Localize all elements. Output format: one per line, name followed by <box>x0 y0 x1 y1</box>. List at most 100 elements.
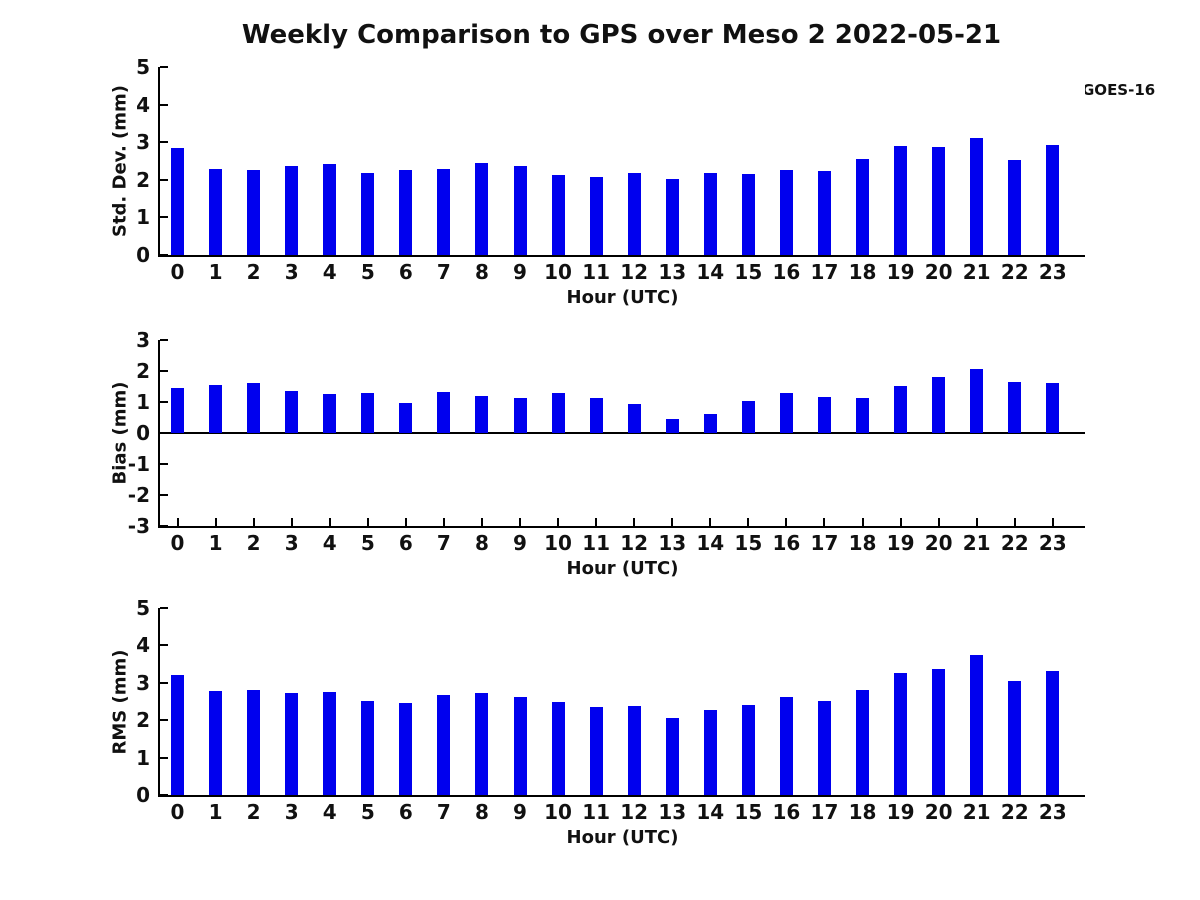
y-tick-label: 0 <box>136 783 150 807</box>
x-tick-mark <box>290 518 293 526</box>
bias-bar-hour-11 <box>589 398 603 433</box>
rms-bar-hour-2 <box>247 690 261 795</box>
y-tick-mark <box>160 463 168 465</box>
x-tick-label-hour-10: 10 <box>544 800 572 824</box>
x-tick-label-hour-21: 21 <box>962 531 991 555</box>
x-tick-mark <box>252 518 255 526</box>
x-tick-mark <box>519 518 521 526</box>
x-tick-label-hour-23: 23 <box>1038 260 1067 284</box>
x-tick-mark <box>214 518 217 526</box>
bias-bar-hour-8 <box>475 396 489 433</box>
rms-x-axis-label: Hour (UTC) <box>566 827 679 848</box>
x-tick-label-hour-16: 16 <box>772 531 801 555</box>
bias-bar-hour-12 <box>627 403 641 433</box>
x-tick-label-hour-20: 20 <box>924 260 953 284</box>
x-tick-label-hour-4: 4 <box>322 531 337 555</box>
std-dev-bar-hour-16 <box>779 170 793 255</box>
x-tick-label-hour-7: 7 <box>436 800 451 824</box>
x-tick-mark <box>823 518 826 526</box>
std-dev-bar-hour-2 <box>247 169 261 255</box>
rms-bar-hour-1 <box>209 691 223 795</box>
rms-bar-hour-6 <box>399 703 413 795</box>
std-dev-bar-hour-21 <box>970 138 984 255</box>
bias-bar-hour-6 <box>399 402 413 433</box>
x-tick-label-hour-2: 2 <box>246 260 261 284</box>
x-tick-label-hour-12: 12 <box>620 800 649 824</box>
x-tick-label-hour-9: 9 <box>513 531 527 555</box>
bias-bar-hour-3 <box>285 390 299 433</box>
rms-bar-hour-9 <box>513 697 527 795</box>
x-tick-label-hour-17: 17 <box>810 531 839 555</box>
x-tick-label-hour-6: 6 <box>398 531 413 555</box>
y-tick-mark <box>160 339 168 341</box>
x-tick-label-hour-17: 17 <box>810 260 839 284</box>
x-tick-label-hour-1: 1 <box>208 800 223 824</box>
std-dev-bar-hour-10 <box>551 175 565 255</box>
rms-bar-hour-23 <box>1046 670 1060 795</box>
y-tick-label: 1 <box>136 390 150 414</box>
rms-bar-hour-3 <box>285 693 299 795</box>
y-tick-mark <box>160 756 168 759</box>
y-tick-mark <box>160 178 168 181</box>
x-tick-mark <box>328 518 331 526</box>
bias-bar-hour-7 <box>437 391 451 433</box>
x-tick-label-hour-22: 22 <box>1000 531 1029 555</box>
y-tick-mark <box>160 66 168 68</box>
std-dev-bar-hour-5 <box>361 173 375 255</box>
x-tick-label-hour-10: 10 <box>544 531 572 555</box>
y-tick-mark <box>160 644 168 647</box>
y-tick-label: 4 <box>136 92 150 117</box>
bias-bar-hour-14 <box>703 413 717 433</box>
x-tick-mark <box>1013 518 1016 526</box>
rms-bar-hour-13 <box>665 718 679 795</box>
x-tick-label-hour-4: 4 <box>322 260 337 284</box>
x-tick-label-hour-11: 11 <box>582 800 611 824</box>
rms-bar-hour-22 <box>1008 680 1022 795</box>
rms-bar-hour-14 <box>703 710 717 795</box>
rms-bar-hour-12 <box>627 705 641 795</box>
x-tick-label-hour-8: 8 <box>474 800 489 824</box>
y-tick-label: -2 <box>127 483 150 507</box>
y-tick-label: 3 <box>136 328 150 352</box>
std-dev-bar-hour-20 <box>932 147 946 255</box>
std-dev-bar-hour-13 <box>665 179 679 255</box>
bias-bar-hour-17 <box>817 397 831 433</box>
std-dev-bar-hour-17 <box>817 170 831 255</box>
x-tick-label-hour-5: 5 <box>360 260 375 284</box>
x-tick-label-hour-14: 14 <box>696 800 725 824</box>
x-tick-mark <box>975 518 978 526</box>
x-tick-label-hour-15: 15 <box>734 800 763 824</box>
rms-bar-hour-4 <box>323 692 337 795</box>
rms-bar-hour-18 <box>856 690 870 795</box>
bias-bar-hour-19 <box>894 385 908 433</box>
rms-y-axis-label: RMS (mm) <box>109 649 131 754</box>
std-dev-bar-hour-7 <box>437 168 451 255</box>
bias-bar-hour-2 <box>247 382 261 433</box>
x-tick-label-hour-3: 3 <box>284 531 299 555</box>
bias-bar-hour-0 <box>171 388 184 433</box>
x-tick-label-hour-12: 12 <box>620 531 649 555</box>
x-tick-label-hour-3: 3 <box>284 800 299 824</box>
x-tick-label-hour-7: 7 <box>436 531 451 555</box>
x-tick-mark <box>1051 518 1054 526</box>
x-tick-mark <box>671 518 674 526</box>
x-tick-label-hour-23: 23 <box>1038 800 1067 824</box>
x-tick-label-hour-15: 15 <box>734 531 763 555</box>
std-dev-bar-hour-3 <box>285 165 299 255</box>
x-tick-label-hour-10: 10 <box>544 260 572 284</box>
rms-bar-hour-0 <box>171 675 184 795</box>
x-tick-label-hour-2: 2 <box>246 800 261 824</box>
y-tick-mark <box>160 719 168 722</box>
bias-bar-hour-15 <box>741 401 755 433</box>
x-tick-label-hour-22: 22 <box>1000 260 1029 284</box>
bias-bar-hour-18 <box>856 398 870 433</box>
x-tick-label-hour-12: 12 <box>620 260 649 284</box>
y-tick-mark <box>160 794 168 796</box>
x-tick-label-hour-8: 8 <box>474 531 489 555</box>
y-tick-label: 3 <box>136 130 150 155</box>
rms-bar-hour-11 <box>589 707 603 795</box>
x-tick-label-hour-13: 13 <box>658 800 687 824</box>
rms-bar-hour-19 <box>894 672 908 795</box>
std-dev-x-axis-label: Hour (UTC) <box>566 287 679 308</box>
y-tick-label: 0 <box>136 243 150 267</box>
